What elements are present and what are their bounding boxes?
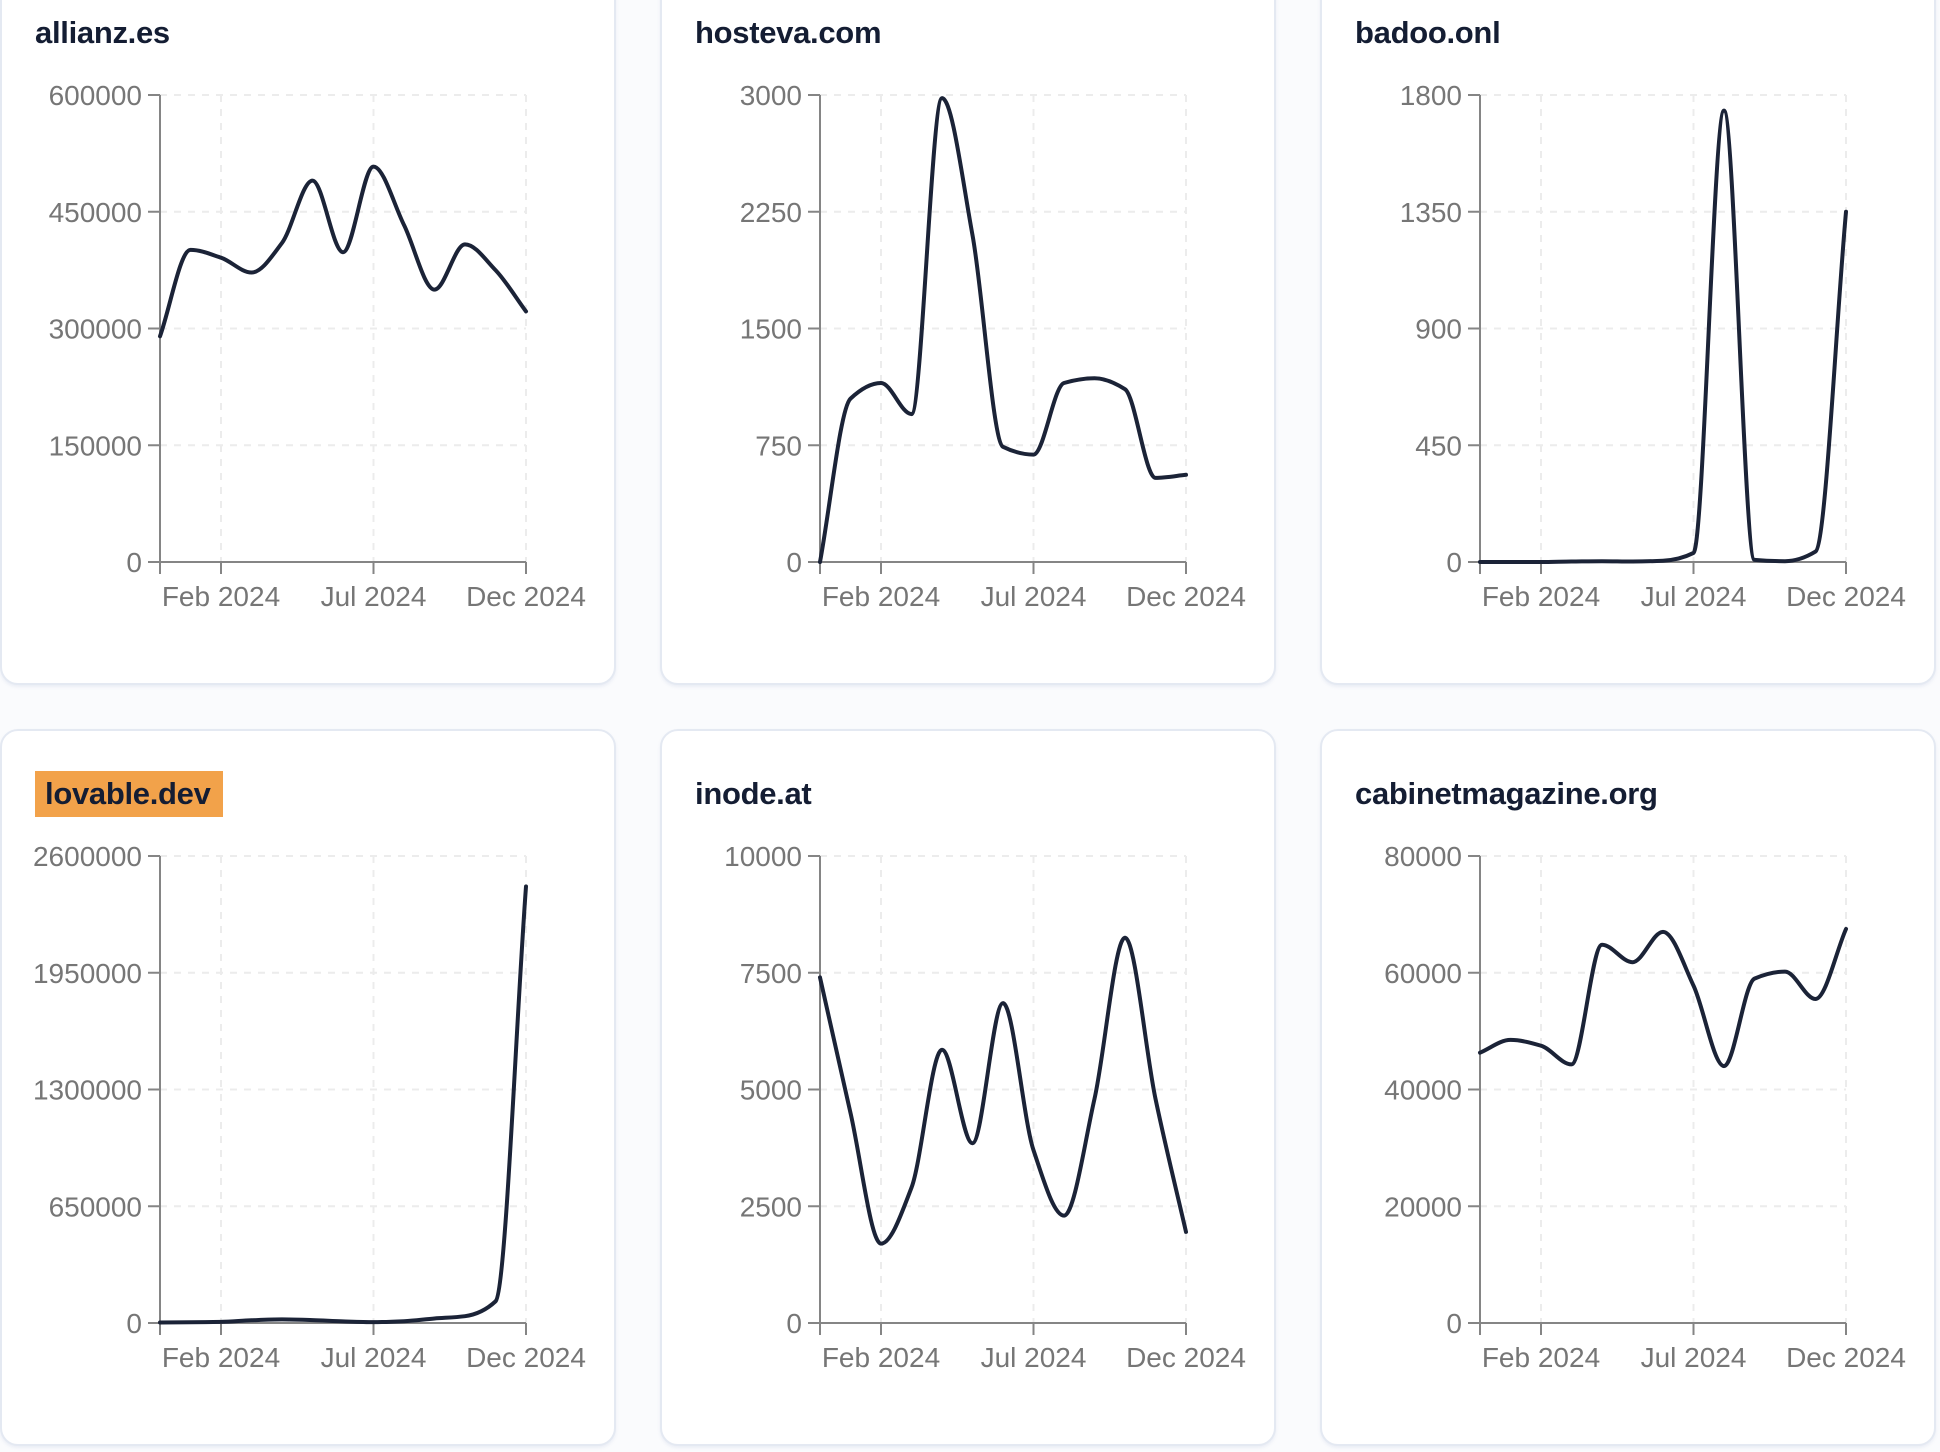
domain-card-inode: inode.at 0 2500 5000 7500 10000 Feb 2024 Jul 2…: [660, 729, 1276, 1446]
y-tick-label: 1300000: [33, 1075, 142, 1106]
card-title-row: lovable.dev: [2, 731, 614, 831]
x-tick-label: Dec 2024: [1786, 581, 1906, 612]
card-title-row: hosteva.com: [662, 0, 1274, 70]
y-tick-label: 1350: [1400, 197, 1462, 228]
y-tick-label: 300000: [49, 314, 142, 345]
x-tick-label: Jul 2024: [981, 581, 1087, 612]
x-tick-label: Feb 2024: [1482, 1342, 1600, 1373]
card-title-row: inode.at: [662, 731, 1274, 831]
x-tick-label: Dec 2024: [1786, 1342, 1906, 1373]
y-tick-label: 40000: [1384, 1075, 1462, 1106]
y-tick-label: 750: [755, 430, 802, 461]
y-tick-label: 1800: [1400, 80, 1462, 111]
y-tick-label: 20000: [1384, 1191, 1462, 1222]
domain-title-highlighted: lovable.dev: [35, 771, 223, 817]
y-tick-label: 900: [1415, 314, 1462, 345]
domain-card-allianz: allianz.es 0 150000 300000 450000 600000 Feb …: [0, 0, 616, 685]
card-title-row: cabinetmagazine.org: [1322, 731, 1934, 831]
y-tick-label: 150000: [49, 430, 142, 461]
y-tick-label: 10000: [724, 841, 802, 872]
traffic-line-chart: 0 450 900 1350 1800 Feb 2024 Jul 2024 Dec 2024: [1400, 80, 1906, 612]
traffic-line-chart: 0 750 1500 2250 3000 Feb 2024 Jul 2024 Dec 2024: [740, 80, 1246, 612]
line-series: [158, 164, 528, 339]
traffic-line-chart: 0 2500 5000 7500 10000 Feb 2024 Jul 2024 Dec 20…: [724, 841, 1246, 1373]
x-tick-label: Dec 2024: [466, 1342, 586, 1373]
line-series: [1478, 927, 1848, 1069]
y-tick-label: 0: [1446, 1308, 1462, 1339]
x-tick-label: Jul 2024: [1641, 1342, 1747, 1373]
y-tick-label: 0: [786, 1308, 802, 1339]
x-tick-label: Feb 2024: [162, 581, 280, 612]
y-tick-label: 450000: [49, 197, 142, 228]
x-tick-label: Dec 2024: [1126, 1342, 1246, 1373]
y-tick-label: 60000: [1384, 958, 1462, 989]
line-series: [818, 96, 1188, 564]
y-tick-label: 0: [786, 547, 802, 578]
card-title-row: badoo.onl: [1322, 0, 1934, 70]
domain-card-cabinetmagazine: cabinetmagazine.org 0 20000 40000 60000 8000…: [1320, 729, 1936, 1446]
domain-title: inode.at: [695, 776, 812, 811]
x-tick-label: Jul 2024: [321, 581, 427, 612]
y-tick-label: 5000: [740, 1075, 802, 1106]
y-tick-label: 0: [1446, 547, 1462, 578]
y-tick-label: 600000: [49, 80, 142, 111]
y-tick-label: 2500: [740, 1191, 802, 1222]
domain-title: allianz.es: [35, 15, 170, 50]
traffic-line-chart: 0 150000 300000 450000 600000 Feb 2024 Jul 202…: [49, 80, 586, 612]
y-tick-label: 7500: [740, 958, 802, 989]
card-title-row: allianz.es: [2, 0, 614, 70]
traffic-line-chart: 0 20000 40000 60000 80000 Feb 2024 Jul 2024 Dec…: [1384, 841, 1906, 1373]
line-series: [1478, 108, 1848, 564]
y-tick-label: 2600000: [33, 841, 142, 872]
y-tick-label: 1950000: [33, 958, 142, 989]
domain-title: badoo.onl: [1355, 15, 1501, 50]
y-tick-label: 450: [1415, 430, 1462, 461]
y-tick-label: 650000: [49, 1191, 142, 1222]
y-tick-label: 3000: [740, 80, 802, 111]
y-tick-label: 0: [126, 547, 142, 578]
domain-card-hosteva: hosteva.com 0 750 1500 2250 3000 Feb 2024 Jul …: [660, 0, 1276, 685]
traffic-line-chart: 0 650000 1300000 1950000 2600000 Feb 2024 Jul …: [33, 841, 586, 1373]
domain-title: cabinetmagazine.org: [1355, 776, 1658, 811]
line-series: [158, 884, 528, 1325]
x-tick-label: Feb 2024: [822, 1342, 940, 1373]
y-tick-label: 1500: [740, 314, 802, 345]
x-tick-label: Dec 2024: [1126, 581, 1246, 612]
line-series: [818, 935, 1188, 1246]
y-tick-label: 80000: [1384, 841, 1462, 872]
x-tick-label: Jul 2024: [321, 1342, 427, 1373]
y-tick-label: 0: [126, 1308, 142, 1339]
x-tick-label: Dec 2024: [466, 581, 586, 612]
x-tick-label: Feb 2024: [162, 1342, 280, 1373]
domain-card-lovable: lovable.dev 0 650000 1300000 1950000 2600000…: [0, 729, 616, 1446]
y-tick-label: 2250: [740, 197, 802, 228]
domain-card-badoo: badoo.onl 0 450 900 1350 1800 Feb 2024 Jul 202…: [1320, 0, 1936, 685]
x-tick-label: Feb 2024: [822, 581, 940, 612]
x-tick-label: Jul 2024: [981, 1342, 1087, 1373]
x-tick-label: Feb 2024: [1482, 581, 1600, 612]
x-tick-label: Jul 2024: [1641, 581, 1747, 612]
domain-title: hosteva.com: [695, 15, 882, 50]
